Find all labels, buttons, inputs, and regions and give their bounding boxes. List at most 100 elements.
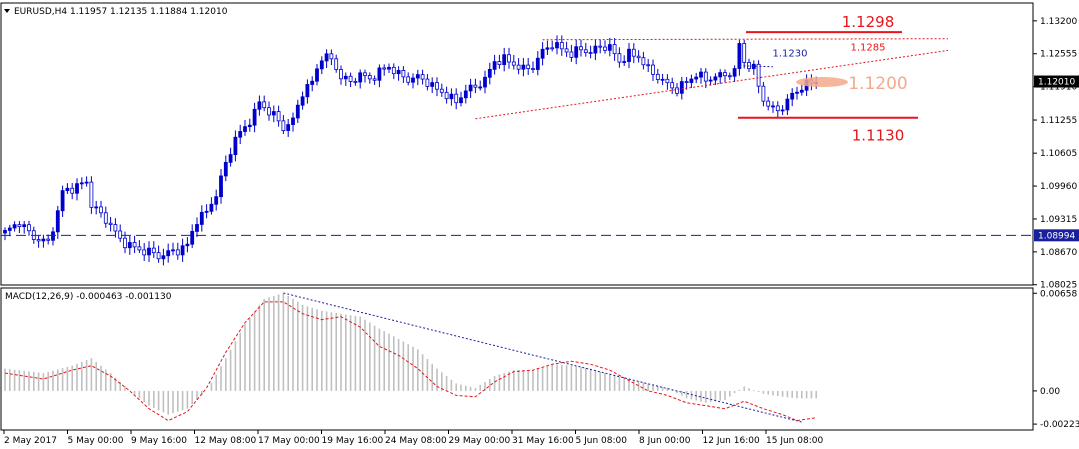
level-1230-dotted-line: [739, 65, 774, 68]
candle-body: [305, 84, 310, 98]
candle-body: [257, 101, 262, 110]
candle-body: [252, 108, 257, 126]
hline-tag-label: 1.08994: [1038, 231, 1075, 241]
candle-body: [343, 75, 348, 80]
annotation-label: 1.1200: [848, 74, 907, 94]
candle-body: [199, 212, 204, 225]
annotations-group: 1.1298 1.1285 1.1230 1.1200 1.1130: [773, 13, 908, 145]
candle-body: [756, 63, 761, 87]
candle-body: [161, 255, 166, 260]
candle-body: [502, 54, 507, 66]
candle-body: [348, 75, 353, 82]
candle-body: [492, 61, 497, 70]
candle-body: [435, 82, 439, 90]
candle-body: [372, 78, 377, 81]
candle-body: [127, 242, 132, 249]
candle-body: [214, 196, 219, 205]
candle-body: [708, 79, 713, 82]
collapse-triangle-icon[interactable]: [4, 9, 10, 13]
candle-body: [689, 78, 694, 83]
candle-body: [363, 72, 367, 76]
candle-body: [511, 61, 516, 66]
candle-body: [497, 61, 502, 66]
candle-body: [123, 237, 127, 249]
candle-body: [631, 48, 636, 57]
x-tick-label: 15 Jun 08:00: [766, 436, 823, 446]
candle-body: [396, 70, 401, 75]
candle-body: [27, 224, 31, 232]
price-tag-box: [1034, 75, 1079, 88]
candle-body: [761, 85, 766, 102]
candle-body: [703, 71, 708, 82]
candle-body: [75, 183, 79, 194]
candle-body: [171, 249, 175, 252]
candle-body: [468, 84, 473, 92]
candle-body: [118, 230, 123, 239]
macd-plot-frame: [0, 287, 1034, 431]
candle-body: [267, 107, 271, 116]
candle-body: [516, 64, 521, 70]
candle-body: [420, 74, 425, 80]
candle-body: [324, 53, 329, 62]
candle-body: [444, 91, 449, 100]
candle-body: [190, 231, 195, 245]
candle-body: [660, 78, 665, 81]
candle-body: [655, 73, 660, 81]
annotation-label: 1.1130: [852, 127, 905, 145]
candle-body: [94, 206, 99, 209]
candle-body: [3, 230, 7, 234]
candle-body: [175, 249, 180, 256]
candle-body: [439, 88, 444, 93]
candle-body: [382, 67, 387, 70]
candle-body: [271, 111, 276, 116]
candle-body: [555, 42, 559, 49]
candle-body: [415, 74, 420, 79]
candle-body: [228, 154, 233, 163]
candle-body: [291, 117, 295, 125]
candle-body: [603, 46, 607, 51]
candle-body: [142, 249, 147, 256]
candle-body: [295, 104, 300, 119]
y-tick-label: 1.12555: [1040, 50, 1077, 60]
x-tick-label: 2 May 2017: [4, 436, 57, 446]
macd-title: MACD(12,26,9) -0.000463 -0.001130: [5, 292, 172, 302]
candle-body: [459, 97, 463, 104]
candle-body: [612, 44, 617, 55]
candle-body: [651, 64, 655, 75]
x-tick-label: 5 May 00:00: [68, 436, 124, 446]
rising-trendline: [475, 49, 949, 120]
x-tick-label: 12 Jun 16:00: [703, 436, 760, 446]
candle-body: [103, 212, 108, 224]
candle-body: [209, 203, 214, 212]
candle-body: [718, 72, 723, 78]
macd-y-tick-label: 0.00: [1040, 387, 1060, 397]
candle-body: [377, 67, 382, 81]
candle-body: [574, 46, 579, 58]
candle-body: [223, 161, 228, 177]
candle-body: [89, 181, 94, 208]
candle-body: [675, 87, 679, 94]
candle-body: [732, 68, 737, 77]
candle-body: [521, 64, 526, 70]
candle-body: [550, 47, 555, 50]
candle-body: [387, 66, 391, 70]
candle-body: [113, 224, 118, 232]
macd-y-tick-label: -0.002237: [1040, 420, 1079, 430]
candle-body: [627, 48, 631, 62]
main-plot-frame: [0, 2, 1034, 286]
candle-body: [238, 131, 243, 138]
candle-body: [137, 246, 142, 251]
y-tick-label: 1.08025: [1040, 281, 1077, 291]
candle-body: [545, 47, 550, 50]
x-tick-label: 24 May 08:00: [385, 436, 447, 446]
candle-body: [775, 105, 780, 112]
candle-body: [737, 43, 742, 69]
candle-body: [463, 90, 468, 99]
candle-body: [406, 76, 411, 83]
candle-body: [286, 124, 291, 131]
candle-body: [617, 53, 622, 63]
candle-body: [329, 53, 334, 60]
y-tick-label: 1.09960: [1040, 182, 1077, 192]
candle-body: [694, 76, 699, 80]
candle-body: [622, 61, 627, 63]
